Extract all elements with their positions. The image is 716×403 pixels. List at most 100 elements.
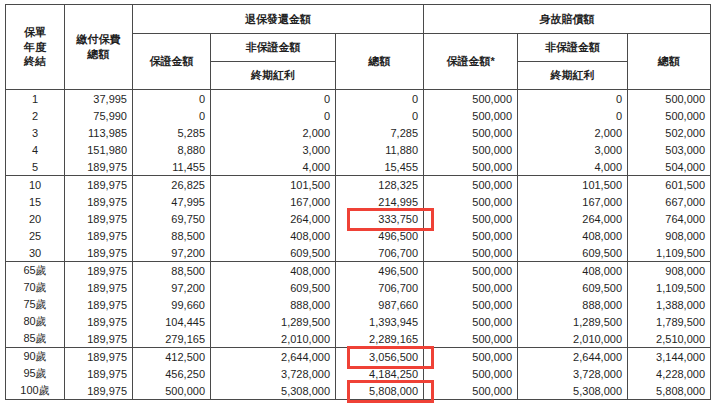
table-row: 65歲189,97588,500408,000496,500500,000408… — [6, 262, 711, 280]
cell-premium: 189,975 — [65, 158, 133, 176]
cell-sv-total: 7,285 — [336, 124, 424, 141]
table-row: 25189,97588,500408,000496,500500,000408,… — [6, 227, 711, 244]
cell-premium: 151,980 — [65, 141, 133, 158]
cell-premium: 189,975 — [65, 279, 133, 296]
cell-db-guaranteed: 500,000 — [424, 313, 518, 330]
cell-db-terminal: 264,000 — [518, 210, 628, 227]
cell-sv-total: 2,289,165 — [336, 330, 424, 348]
cell-sv-total: 0 — [336, 90, 424, 108]
cell-sv-terminal: 2,644,000 — [211, 348, 336, 366]
cell-db-total: 601,500 — [628, 176, 711, 194]
cell-db-total: 504,000 — [628, 158, 711, 176]
cell-sv-total: 214,995 — [336, 193, 424, 210]
table-row: 85歲189,975279,1652,010,0002,289,165500,0… — [6, 330, 711, 348]
cell-db-guaranteed: 500,000 — [424, 90, 518, 108]
cell-year: 90歲 — [6, 348, 65, 366]
cell-sv-terminal: 264,000 — [211, 210, 336, 227]
cell-db-guaranteed: 500,000 — [424, 141, 518, 158]
cell-db-terminal: 2,000 — [518, 124, 628, 141]
cell-sv-terminal: 167,000 — [211, 193, 336, 210]
cell-year: 5 — [6, 158, 65, 176]
cell-year: 75歲 — [6, 296, 65, 313]
header-sv-guaranteed: 保證金額 — [133, 34, 211, 90]
cell-sv-terminal: 1,289,500 — [211, 313, 336, 330]
cell-db-total: 667,000 — [628, 193, 711, 210]
cell-db-terminal: 3,728,000 — [518, 365, 628, 382]
cell-db-guaranteed: 500,000 — [424, 382, 518, 400]
cell-year: 20 — [6, 210, 65, 227]
header-sv-terminal-dividend: 終期紅利 — [211, 62, 336, 90]
cell-sv-guaranteed: 88,500 — [133, 227, 211, 244]
cell-premium: 189,975 — [65, 296, 133, 313]
cell-year: 30 — [6, 244, 65, 262]
table-row: 275,990000500,0000500,000 — [6, 107, 711, 124]
cell-sv-terminal: 5,308,000 — [211, 382, 336, 400]
cell-sv-terminal: 609,500 — [211, 244, 336, 262]
table-row: 137,995000500,0000500,000 — [6, 90, 711, 108]
cell-sv-guaranteed: 11,455 — [133, 158, 211, 176]
cell-sv-total: 11,880 — [336, 141, 424, 158]
cell-sv-terminal: 408,000 — [211, 262, 336, 280]
cell-db-total: 2,510,000 — [628, 330, 711, 348]
header-db-non-guaranteed: 非保證金額 — [518, 34, 628, 62]
cell-db-guaranteed: 500,000 — [424, 348, 518, 366]
cell-db-total: 908,000 — [628, 227, 711, 244]
table-row: 95歲189,975456,2503,728,0004,184,250500,0… — [6, 365, 711, 382]
header-db-total: 總額 — [628, 34, 711, 90]
cell-db-guaranteed: 500,000 — [424, 107, 518, 124]
cell-db-terminal: 1,289,500 — [518, 313, 628, 330]
cell-db-terminal: 167,000 — [518, 193, 628, 210]
cell-db-terminal: 4,000 — [518, 158, 628, 176]
cell-db-terminal: 609,500 — [518, 279, 628, 296]
cell-db-terminal: 609,500 — [518, 244, 628, 262]
table-row: 70歲189,97597,200609,500706,700500,000609… — [6, 279, 711, 296]
cell-db-total: 500,000 — [628, 107, 711, 124]
cell-sv-total: 706,700 — [336, 279, 424, 296]
cell-premium: 189,975 — [65, 227, 133, 244]
cell-year: 2 — [6, 107, 65, 124]
cell-db-total: 764,000 — [628, 210, 711, 227]
cell-sv-terminal: 0 — [211, 90, 336, 108]
table-row: 90歲189,975412,5002,644,0003,056,500500,0… — [6, 348, 711, 366]
cell-sv-terminal: 2,010,000 — [211, 330, 336, 348]
cell-db-total: 3,144,000 — [628, 348, 711, 366]
cell-db-total: 5,808,000 — [628, 382, 711, 400]
cell-sv-guaranteed: 456,250 — [133, 365, 211, 382]
cell-db-total: 502,000 — [628, 124, 711, 141]
cell-premium: 189,975 — [65, 348, 133, 366]
header-group-surrender-value: 退保發還金額 — [133, 5, 424, 34]
cell-db-guaranteed: 500,000 — [424, 124, 518, 141]
table-row: 75歲189,97599,660888,000987,660500,000888… — [6, 296, 711, 313]
cell-sv-guaranteed: 97,200 — [133, 244, 211, 262]
cell-db-guaranteed: 500,000 — [424, 365, 518, 382]
cell-db-terminal: 3,000 — [518, 141, 628, 158]
cell-premium: 189,975 — [65, 382, 133, 400]
cell-db-terminal: 408,000 — [518, 262, 628, 280]
cell-db-terminal: 101,500 — [518, 176, 628, 194]
cell-premium: 113,985 — [65, 124, 133, 141]
cell-sv-total: 706,700 — [336, 244, 424, 262]
cell-premium: 189,975 — [65, 330, 133, 348]
cell-year: 80歲 — [6, 313, 65, 330]
cell-premium: 189,975 — [65, 244, 133, 262]
cell-sv-total: 496,500 — [336, 262, 424, 280]
cell-sv-guaranteed: 47,995 — [133, 193, 211, 210]
cell-db-total: 1,388,000 — [628, 296, 711, 313]
table-row: 20189,97569,750264,000333,750500,000264,… — [6, 210, 711, 227]
cell-sv-total: 0 — [336, 107, 424, 124]
cell-year: 85歲 — [6, 330, 65, 348]
cell-sv-total: 128,325 — [336, 176, 424, 194]
cell-sv-terminal: 888,000 — [211, 296, 336, 313]
cell-db-total: 1,109,500 — [628, 279, 711, 296]
cell-premium: 189,975 — [65, 193, 133, 210]
header-db-guaranteed: 保證金額* — [424, 34, 518, 90]
cell-sv-total: 987,660 — [336, 296, 424, 313]
cell-sv-total: 4,184,250 — [336, 365, 424, 382]
cell-db-terminal: 408,000 — [518, 227, 628, 244]
cell-db-total: 1,109,500 — [628, 244, 711, 262]
cell-db-guaranteed: 500,000 — [424, 262, 518, 280]
highlight-box — [347, 380, 434, 403]
table-row: 30189,97597,200609,500706,700500,000609,… — [6, 244, 711, 262]
cell-sv-terminal: 609,500 — [211, 279, 336, 296]
cell-db-guaranteed: 500,000 — [424, 279, 518, 296]
